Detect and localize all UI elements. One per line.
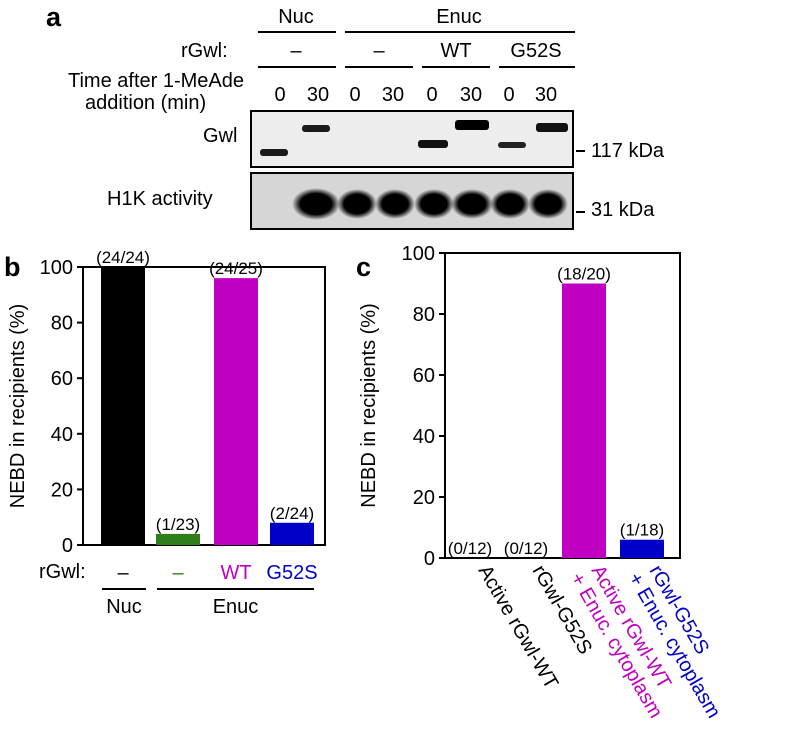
rgwl-enuc-none-line bbox=[345, 66, 413, 68]
rgwl-row-label: rGwl: bbox=[181, 40, 228, 62]
chart-b-nuc-line bbox=[102, 588, 146, 590]
chart-b-ytick-label-80: 80 bbox=[51, 313, 73, 335]
h1k-spot-2 bbox=[292, 188, 340, 220]
header-enuc: Enuc bbox=[436, 6, 482, 28]
marker-117-label: 117 kDa bbox=[591, 140, 665, 162]
rgwl-nuc-line bbox=[258, 66, 336, 68]
chart-b-rgwl-label: rGwl: bbox=[39, 561, 86, 583]
chart-c-ytick-label-80: 80 bbox=[413, 304, 435, 326]
chart-b-ytick-label-40: 40 bbox=[51, 424, 73, 446]
chart-b-plot-frame bbox=[82, 266, 326, 546]
chart-b-enuc-line bbox=[157, 588, 314, 590]
chart-c-bar-2 bbox=[562, 283, 606, 558]
chart-b: 0 20 40 60 80 100 NEBD in recipients (%) (24/24… bbox=[7, 248, 326, 584]
time-6: 0 bbox=[503, 84, 515, 106]
marker-31-label: 31 kDa bbox=[591, 199, 655, 221]
chart-b-xtick-label-0: – bbox=[117, 562, 129, 584]
rgwl-wt-value: WT bbox=[440, 40, 472, 62]
h1k-spot-8 bbox=[528, 189, 568, 219]
header-nuc-line bbox=[258, 31, 336, 33]
gwl-band-7 bbox=[498, 142, 526, 148]
rgwl-enuc-none-value: – bbox=[373, 40, 385, 62]
time-label-line2: addition (min) bbox=[85, 92, 207, 114]
marker-117-tick bbox=[576, 150, 585, 152]
chart-b-bar-2 bbox=[214, 278, 258, 545]
chart-c-bar-3 bbox=[620, 539, 664, 558]
gwl-band-8 bbox=[536, 123, 568, 132]
chart-b-bar-3 bbox=[270, 522, 314, 545]
chart-b-bar-label-3: (2/24) bbox=[270, 504, 314, 523]
rgwl-g52s-value: G52S bbox=[510, 40, 562, 62]
chart-c-bar-label-1: (0/12) bbox=[504, 539, 548, 558]
chart-c-bar-label-0: (0/12) bbox=[448, 539, 492, 558]
time-0: 0 bbox=[274, 84, 286, 106]
chart-b-ylabel: NEBD in recipients (%) bbox=[7, 304, 29, 509]
chart-b-nuc-label: Nuc bbox=[106, 596, 142, 618]
chart-c: 0 20 40 60 80 100 NEBD in recipients (%) (0/12)… bbox=[358, 245, 725, 722]
gwl-band-2 bbox=[302, 125, 330, 132]
time-5: 30 bbox=[459, 84, 483, 106]
h1k-blot-bands bbox=[292, 188, 568, 220]
chart-c-ylabel: NEBD in recipients (%) bbox=[358, 303, 380, 508]
gwl-band-1 bbox=[260, 149, 288, 156]
h1k-blot-label: H1K activity bbox=[107, 188, 213, 210]
chart-c-ytick-label-20: 20 bbox=[413, 487, 435, 509]
chart-b-ytick-label-0: 0 bbox=[62, 535, 73, 557]
h1k-spot-3 bbox=[337, 189, 377, 219]
chart-b-xtick-label-3: G52S bbox=[266, 562, 317, 584]
rgwl-nuc-value: – bbox=[290, 40, 302, 62]
chart-c-ytick-label-60: 60 bbox=[413, 365, 435, 387]
time-label-line1: Time after 1-MeAde bbox=[68, 70, 244, 92]
chart-c-bar-label-2: (18/20) bbox=[557, 265, 611, 284]
chart-b-bar-label-1: (1/23) bbox=[156, 515, 200, 534]
h1k-spot-7 bbox=[490, 189, 530, 219]
gwl-blot-label: Gwl bbox=[203, 125, 238, 147]
h1k-blot bbox=[250, 172, 574, 230]
chart-c-bar-label-3: (1/18) bbox=[620, 521, 664, 540]
rgwl-g52s-line bbox=[499, 66, 575, 68]
h1k-spot-6 bbox=[451, 189, 493, 219]
chart-c-ytick-label-100: 100 bbox=[402, 245, 435, 265]
chart-b-xtick-label-2: WT bbox=[220, 562, 251, 584]
chart-b-bar-label-2: (24/25) bbox=[209, 259, 263, 278]
panel-c-letter: c bbox=[356, 252, 372, 282]
h1k-spot-5 bbox=[414, 189, 454, 219]
header-enuc-line bbox=[345, 31, 575, 33]
gwl-blot-bands bbox=[260, 120, 568, 156]
marker-31-tick bbox=[576, 211, 585, 213]
chart-b-xtick-label-1: – bbox=[172, 562, 184, 584]
time-7: 30 bbox=[534, 84, 558, 106]
gwl-band-5 bbox=[418, 140, 448, 148]
panel-b-letter: b bbox=[4, 252, 21, 282]
rgwl-wt-line bbox=[422, 66, 490, 68]
h1k-spot-4 bbox=[375, 189, 415, 219]
chart-b-bar-0 bbox=[101, 267, 145, 545]
gwl-band-6 bbox=[455, 120, 489, 130]
chart-b-bar-label-0: (24/24) bbox=[96, 248, 150, 267]
gwl-blot bbox=[250, 110, 574, 168]
chart-c-ytick-label-40: 40 bbox=[413, 426, 435, 448]
time-4: 0 bbox=[426, 84, 438, 106]
chart-b-ytick-label-20: 20 bbox=[51, 479, 73, 501]
header-nuc: Nuc bbox=[278, 6, 314, 28]
time-2: 0 bbox=[349, 84, 361, 106]
chart-b-bar-1 bbox=[156, 533, 200, 545]
chart-b-enuc-label: Enuc bbox=[212, 596, 259, 618]
panel-a-letter: a bbox=[46, 2, 62, 32]
time-3: 30 bbox=[381, 84, 405, 106]
time-1: 30 bbox=[306, 84, 330, 106]
chart-b-ytick-label-100: 100 bbox=[40, 257, 73, 279]
chart-b-ytick-label-60: 60 bbox=[51, 368, 73, 390]
chart-c-ytick-label-0: 0 bbox=[424, 548, 435, 570]
